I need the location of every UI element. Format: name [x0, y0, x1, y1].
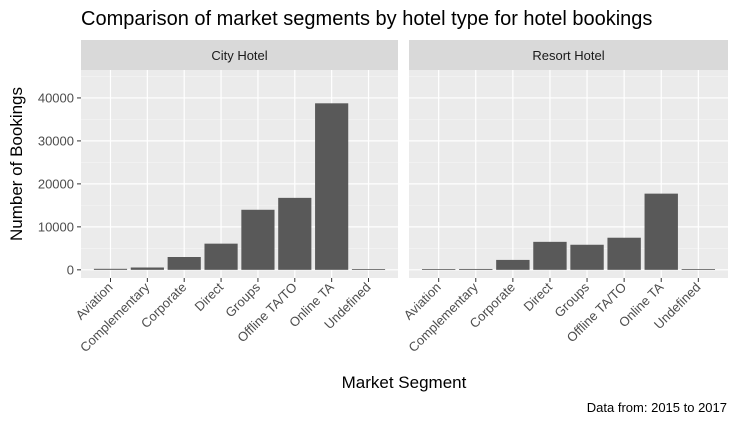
bar-direct — [204, 243, 238, 270]
bar-online-ta — [644, 193, 678, 270]
bar-aviation — [93, 268, 128, 270]
bar-groups — [570, 244, 604, 270]
panel-background — [409, 70, 728, 278]
panel-background — [81, 70, 398, 278]
chart-caption: Data from: 2015 to 2017 — [587, 400, 727, 415]
bar-complementary — [130, 267, 164, 270]
chart-title: Comparison of market segments by hotel t… — [81, 8, 652, 30]
facet-strip-label: City Hotel — [211, 48, 267, 63]
facet-strip-label: Resort Hotel — [532, 48, 604, 63]
y-tick-label: 40000 — [38, 90, 74, 105]
bar-groups — [241, 209, 275, 270]
bar-offline-ta-to — [278, 197, 312, 270]
bar-direct — [533, 241, 567, 270]
bar-undefined — [681, 269, 716, 270]
bar-corporate — [167, 257, 201, 270]
y-tick-label: 10000 — [38, 219, 74, 234]
y-tick-label: 0 — [67, 262, 74, 277]
x-axis-title: Market Segment — [342, 373, 467, 392]
facet-strip — [81, 40, 398, 70]
y-tick-label: 20000 — [38, 176, 74, 191]
y-axis-title: Number of Bookings — [7, 87, 26, 241]
bar-offline-ta-to — [607, 237, 641, 270]
bar-complementary — [459, 268, 493, 270]
bar-online-ta — [315, 103, 349, 270]
x-tick-label: Direct — [520, 279, 555, 314]
y-tick-label: 30000 — [38, 133, 74, 148]
facet-strip — [409, 40, 728, 70]
x-tick-label: Direct — [192, 279, 227, 314]
bar-aviation — [421, 269, 456, 270]
bar-undefined — [351, 269, 386, 270]
bar-corporate — [496, 259, 530, 270]
